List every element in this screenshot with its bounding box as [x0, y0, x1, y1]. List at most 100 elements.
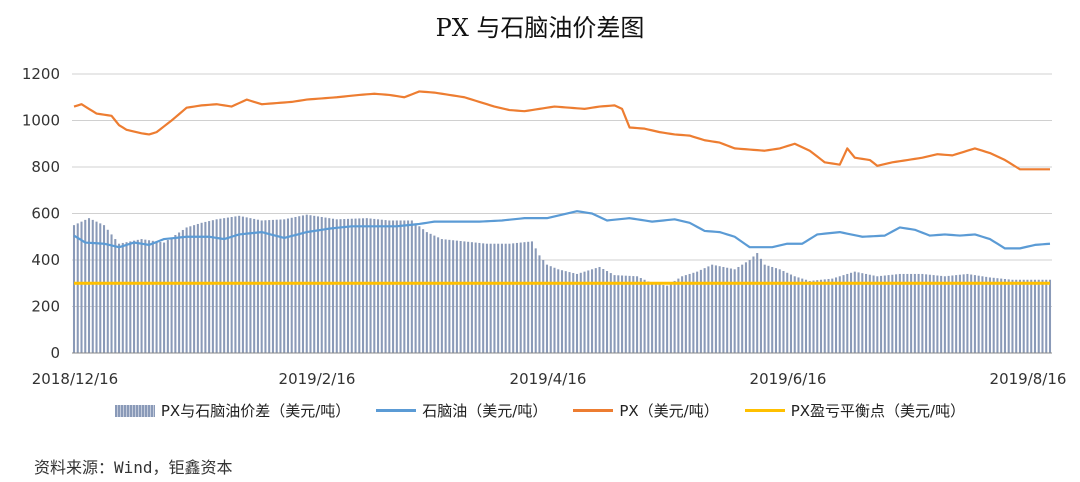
bar-spread — [647, 281, 650, 353]
bar-spread — [677, 278, 680, 353]
x-tick-label: 2018/12/16 — [32, 370, 118, 388]
bar-spread — [846, 273, 849, 353]
bar-spread — [883, 275, 886, 353]
bar-spread — [737, 266, 740, 353]
bar-spread — [756, 253, 759, 353]
legend-swatch-px — [573, 409, 614, 412]
y-tick-label: 600 — [31, 205, 60, 223]
y-tick-label: 200 — [31, 298, 60, 316]
bar-spread — [895, 274, 898, 353]
bar-spread — [587, 270, 590, 353]
bar-spread — [429, 233, 432, 353]
bar-spread — [523, 242, 526, 353]
bar-spread — [294, 216, 297, 353]
bar-spread — [497, 243, 500, 353]
bar-spread — [906, 273, 909, 353]
bar-spread — [219, 218, 222, 353]
bar-spread — [936, 275, 939, 353]
bar-spread — [658, 284, 661, 353]
bar-spread — [917, 273, 920, 353]
bar-spread — [459, 241, 462, 353]
bar-spread — [392, 220, 395, 353]
bar-spread — [178, 232, 181, 353]
bar-spread — [921, 273, 924, 353]
bar-spread — [80, 221, 83, 353]
bar-spread — [245, 217, 248, 354]
bar-spread — [609, 273, 612, 353]
axes: 0 200 400 600 800 1000 1200 2018/12/16 2019/2/16… — [22, 65, 1067, 388]
bar-spread — [985, 276, 988, 353]
bar-spread — [808, 280, 811, 353]
bar-spread — [163, 242, 166, 353]
bar-spread — [193, 225, 196, 354]
bar-spread — [696, 271, 699, 354]
bar-spread — [215, 219, 218, 353]
bar-spread — [643, 279, 646, 353]
bar-spread — [572, 273, 575, 353]
bar-spread — [76, 223, 79, 353]
bar-spread — [636, 276, 639, 353]
bar-spread — [748, 260, 751, 353]
bar-spread — [279, 219, 282, 353]
bar-spread — [812, 280, 815, 353]
bar-spread — [354, 218, 357, 353]
bar-spread — [512, 243, 515, 353]
bar-spread — [230, 216, 233, 353]
bar-spread — [407, 220, 410, 353]
bar-spread — [970, 274, 973, 353]
x-tick-label: 2019/2/16 — [279, 370, 356, 388]
bar-spread — [384, 220, 387, 353]
bar-spread — [538, 255, 541, 353]
bar-spread — [99, 223, 102, 353]
bar-spread — [106, 229, 109, 353]
bar-spread — [1041, 279, 1044, 353]
bar-spread — [140, 239, 143, 353]
bar-spread — [838, 276, 841, 353]
bar-spread — [835, 277, 838, 353]
bar-spread — [804, 279, 808, 353]
bar-spread — [467, 241, 470, 353]
bar-spread — [624, 275, 627, 353]
bar-spread — [530, 241, 533, 353]
bar-spread — [564, 271, 567, 353]
bar-spread — [482, 243, 485, 353]
bar-spread — [204, 221, 207, 353]
bar-spread — [264, 220, 267, 353]
bar-spread — [613, 275, 616, 353]
legend-item-px: PX（美元/吨） — [573, 400, 719, 421]
bar-spread — [711, 264, 714, 353]
bar-spread — [425, 232, 428, 353]
bar-spread — [741, 264, 744, 353]
bar-spread — [256, 219, 259, 353]
bar-spread — [880, 275, 883, 353]
bar-spread — [335, 219, 338, 353]
bar-spread — [328, 218, 331, 353]
bar-spread — [148, 240, 151, 353]
bar-spread — [782, 271, 785, 353]
bar-spread — [478, 242, 481, 353]
bar-spread — [452, 240, 455, 353]
bar-spread — [253, 218, 256, 353]
bar-spread — [699, 269, 702, 353]
bar-spread — [350, 218, 353, 353]
bar-spread — [534, 248, 537, 354]
bar-spread — [347, 218, 350, 353]
legend-swatch-naphtha — [376, 409, 417, 412]
bar-spread — [1037, 279, 1040, 353]
bar-spread — [774, 268, 777, 353]
bar-spread — [114, 239, 117, 353]
bar-spread — [118, 243, 121, 353]
bar-spread — [185, 227, 188, 353]
x-tick-label: 2019/8/16 — [990, 370, 1067, 388]
bar-spread — [801, 278, 804, 353]
bar-spread — [1048, 279, 1052, 353]
bar-spread — [928, 274, 931, 353]
bar-spread — [362, 218, 365, 353]
bar-spread — [444, 239, 447, 353]
bar-spread — [951, 275, 954, 353]
bar-spread — [591, 269, 594, 353]
bar-spread — [669, 283, 672, 353]
bar-spread — [861, 273, 864, 353]
bar-spread — [771, 266, 774, 353]
bar-spread — [489, 243, 492, 353]
